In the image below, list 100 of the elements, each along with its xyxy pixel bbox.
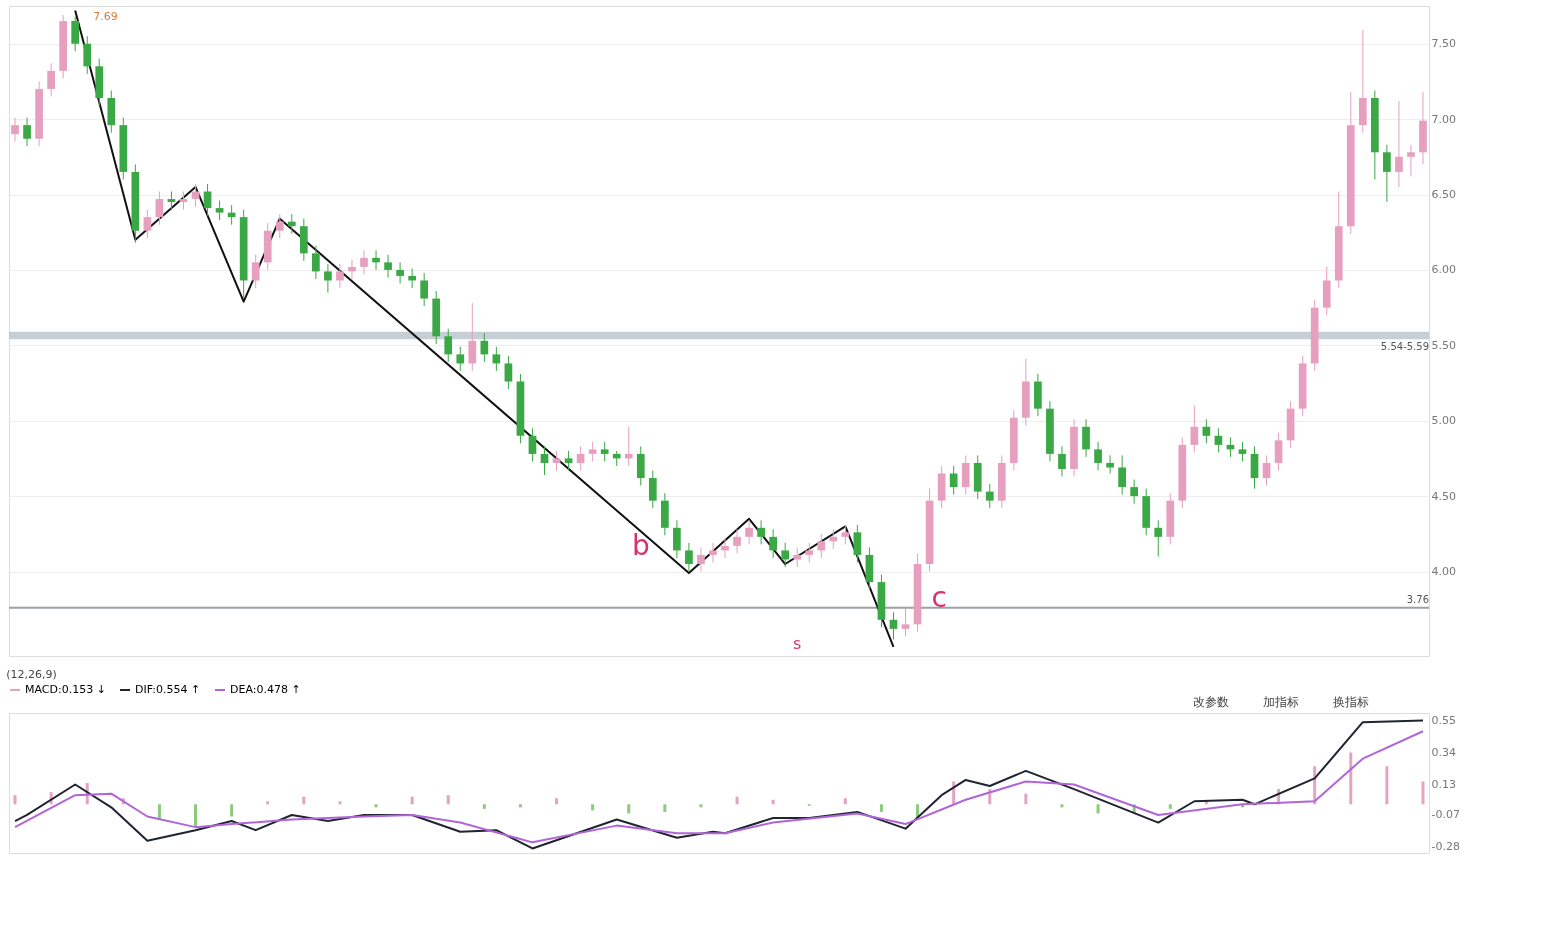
candlestick <box>179 191 188 211</box>
candlestick <box>251 254 260 289</box>
candlestick <box>492 346 501 372</box>
candlestick <box>1094 441 1102 471</box>
candlestick <box>648 470 657 509</box>
candlestick <box>1154 519 1163 557</box>
candlestick <box>1395 100 1403 188</box>
y-tick-label: 7.50 <box>1431 37 1456 51</box>
candlestick <box>444 328 453 363</box>
candlestick <box>191 183 200 208</box>
annotation: c <box>931 581 947 614</box>
candlestick <box>480 332 489 363</box>
candlestick <box>829 528 838 550</box>
candlestick <box>673 519 681 559</box>
candlestick <box>420 272 429 307</box>
candlestick <box>1130 479 1139 505</box>
candlestick <box>384 254 392 278</box>
text: 换指标 <box>1333 695 1369 709</box>
text: 加指标 <box>1263 695 1299 709</box>
candlestick <box>781 542 790 568</box>
candlestick <box>1202 418 1211 444</box>
candlestick <box>1407 144 1415 177</box>
candlestick <box>287 213 296 235</box>
candlestick <box>709 542 717 563</box>
line-series <box>74 9 895 648</box>
candlestick <box>11 117 19 143</box>
candlestick <box>83 35 92 75</box>
candlestick <box>348 258 356 280</box>
candlestick <box>793 546 802 568</box>
y-tick-label: 0.34 <box>1431 746 1456 760</box>
candlestick <box>275 213 284 239</box>
candlestick <box>841 524 850 545</box>
candlestick <box>1190 405 1199 453</box>
annotation: b <box>632 529 650 562</box>
candlestick <box>1238 441 1247 462</box>
candlestick <box>685 542 693 573</box>
candlestick <box>901 607 910 637</box>
candlestick <box>215 200 224 221</box>
candlestick <box>1082 418 1090 458</box>
y-tick-label: -0.28 <box>1431 840 1460 854</box>
candlestick <box>985 483 994 509</box>
candlestick <box>564 450 573 471</box>
text: 改参数 <box>1193 695 1229 709</box>
candlestick <box>47 62 55 97</box>
candlestick <box>203 183 212 217</box>
candlestick <box>588 441 597 462</box>
candlestick <box>1274 432 1283 471</box>
candlestick <box>408 267 416 289</box>
candlestick <box>1058 445 1066 478</box>
y-tick-label: 4.50 <box>1431 489 1456 503</box>
y-tick-label: 5.50 <box>1431 338 1456 352</box>
candlestick <box>324 263 332 294</box>
candlestick <box>540 445 549 476</box>
candlestick <box>167 191 176 211</box>
candlestick <box>1383 144 1391 203</box>
annotation: s <box>792 634 802 653</box>
y-tick-label: 0.55 <box>1431 714 1456 728</box>
y-tick-label: 6.00 <box>1431 263 1456 277</box>
y-tick-label: 0.13 <box>1431 778 1456 792</box>
annotation: 7.69 <box>93 9 118 23</box>
y-tick-label: 7.00 <box>1431 112 1456 126</box>
candlestick <box>143 209 152 239</box>
ref-line-label: 3.76 <box>1406 593 1429 605</box>
y-tick-label: 5.00 <box>1431 414 1456 428</box>
candlestick <box>721 537 729 559</box>
candlestick <box>155 191 164 226</box>
candlestick <box>889 611 898 640</box>
legend-label: DIF:0.554 ↑ <box>135 683 201 696</box>
candlestick <box>733 528 741 554</box>
legend-label: DEA:0.478 ↑ <box>230 683 301 696</box>
candlestick <box>600 441 609 462</box>
chart-title: (12,26,9) <box>6 668 57 681</box>
candlestick <box>360 249 368 275</box>
candlestick <box>805 542 814 563</box>
candlestick <box>745 519 753 545</box>
candlestick <box>624 426 633 467</box>
candlestick <box>817 533 826 559</box>
candlestick <box>504 355 513 390</box>
candlestick <box>1106 454 1114 475</box>
y-tick-label: 6.50 <box>1431 188 1456 202</box>
band-label: 5.54-5.59 <box>1380 341 1429 353</box>
candlestick <box>576 445 585 471</box>
candlestick <box>71 16 80 52</box>
candlestick <box>1118 454 1126 496</box>
legend-label: MACD:0.153 ↓ <box>25 683 106 696</box>
candlestick <box>372 249 380 271</box>
candlestick <box>769 528 777 559</box>
candlestick <box>396 261 404 284</box>
candlestick <box>1262 454 1271 487</box>
candlestick <box>456 346 465 372</box>
candlestick <box>528 427 537 462</box>
candlestick <box>949 465 958 496</box>
candlestick <box>853 524 862 563</box>
candlestick <box>757 519 765 545</box>
candlestick <box>1214 427 1223 453</box>
candlestick <box>697 546 705 573</box>
y-tick-label: 4.00 <box>1431 565 1456 579</box>
candlestick <box>312 245 320 280</box>
candlestick <box>468 302 477 372</box>
candlestick <box>336 263 344 289</box>
